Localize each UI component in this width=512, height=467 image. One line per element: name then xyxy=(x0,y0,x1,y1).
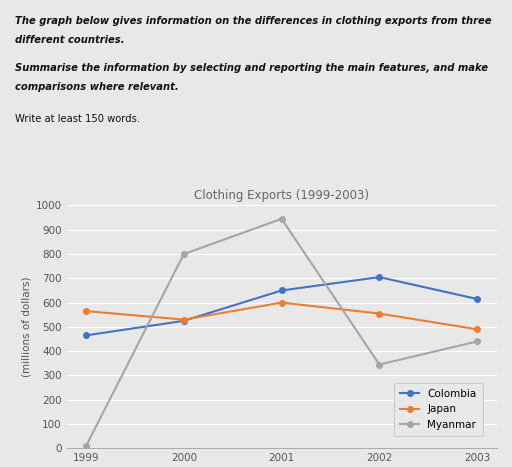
Myanmar xyxy=(279,216,285,222)
Myanmar xyxy=(181,251,187,257)
Colombia xyxy=(474,296,480,302)
Text: Summarise the information by selecting and reporting the main features, and make: Summarise the information by selecting a… xyxy=(15,63,488,73)
Myanmar xyxy=(83,443,89,449)
Line: Japan: Japan xyxy=(83,300,480,332)
Japan xyxy=(474,326,480,332)
Line: Myanmar: Myanmar xyxy=(83,216,480,449)
Text: Write at least 150 words.: Write at least 150 words. xyxy=(15,114,140,124)
Y-axis label: (millions of dollars): (millions of dollars) xyxy=(22,276,31,377)
Japan xyxy=(83,308,89,314)
Japan xyxy=(279,300,285,305)
Colombia xyxy=(181,318,187,324)
Japan xyxy=(181,317,187,322)
Title: Clothing Exports (1999-2003): Clothing Exports (1999-2003) xyxy=(194,189,369,202)
Text: The graph below gives information on the differences in clothing exports from th: The graph below gives information on the… xyxy=(15,16,492,26)
Colombia xyxy=(376,274,382,280)
Japan xyxy=(376,311,382,316)
Line: Colombia: Colombia xyxy=(83,274,480,338)
Colombia xyxy=(83,333,89,338)
Text: comparisons where relevant.: comparisons where relevant. xyxy=(15,82,179,92)
Myanmar xyxy=(376,362,382,368)
Text: different countries.: different countries. xyxy=(15,35,125,45)
Myanmar xyxy=(474,339,480,344)
Legend: Colombia, Japan, Myanmar: Colombia, Japan, Myanmar xyxy=(394,383,483,436)
Colombia xyxy=(279,288,285,293)
